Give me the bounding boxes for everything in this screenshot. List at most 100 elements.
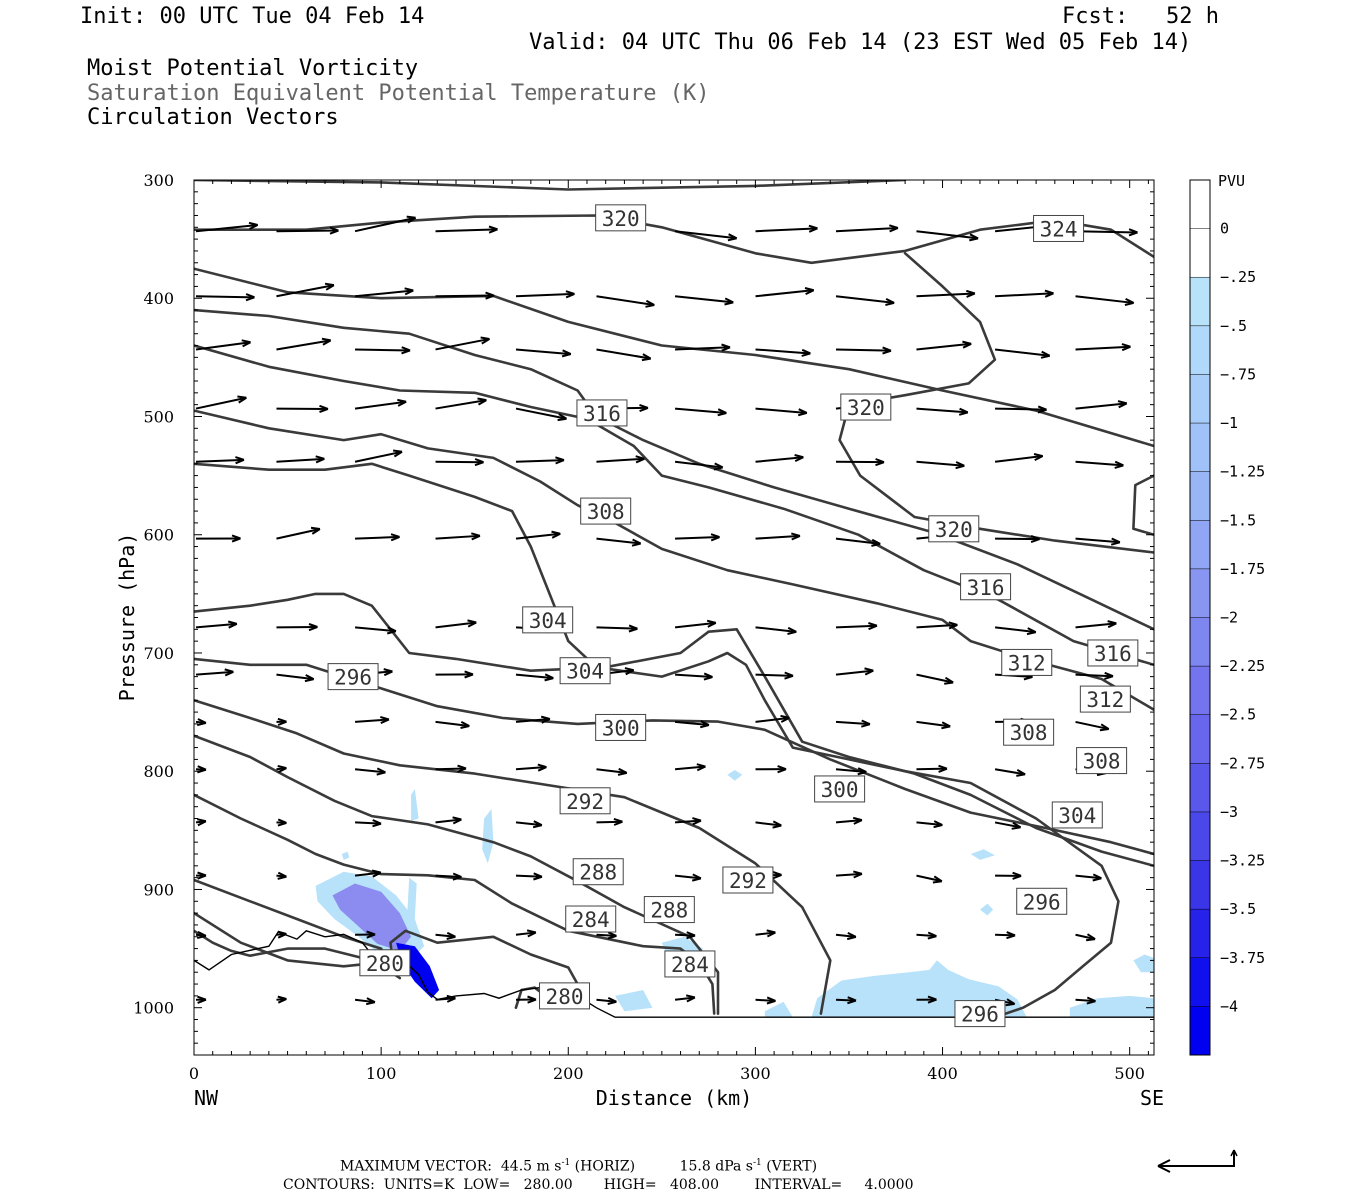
vector-arrow bbox=[674, 295, 734, 304]
pv-area bbox=[1069, 995, 1154, 1018]
contour-label-box bbox=[576, 399, 628, 427]
theta-contour bbox=[194, 929, 387, 976]
contour-label: 300 bbox=[602, 716, 640, 740]
vector-arrow bbox=[674, 230, 737, 240]
vector-arrow-head bbox=[390, 533, 400, 542]
vector-arrow-head bbox=[846, 932, 857, 941]
theta-contour bbox=[194, 699, 832, 1015]
vector-arrow-head bbox=[766, 996, 776, 1005]
theta-contour bbox=[194, 267, 1154, 448]
colorbar-swatch bbox=[1190, 666, 1210, 716]
vector-arrow bbox=[435, 399, 487, 410]
x-end-label-se: SE bbox=[1140, 1086, 1164, 1110]
vector-arrow bbox=[916, 623, 958, 629]
x-tick-label: 400 bbox=[927, 1064, 958, 1083]
contour-label-box bbox=[960, 573, 1012, 601]
contour-info: CONTOURS: UNITS=K LOW= 280.00 HIGH= 408.… bbox=[283, 1177, 914, 1193]
valid-time: Valid: 04 UTC Thu 06 Feb 14 (23 EST Wed … bbox=[529, 30, 1192, 55]
vector-arrow-head bbox=[386, 626, 397, 635]
vector-arrow-head bbox=[401, 346, 411, 355]
vector-arrow-head bbox=[962, 340, 972, 349]
vector-arrow-head bbox=[392, 449, 403, 458]
vector-arrow bbox=[596, 626, 638, 630]
vector-arrow bbox=[916, 230, 979, 240]
vector-arrow-head bbox=[1099, 723, 1110, 732]
vector-arrow bbox=[195, 396, 247, 410]
vector-arrow-head bbox=[804, 287, 815, 295]
vector-arrow-head bbox=[315, 455, 325, 464]
plot-frame bbox=[193, 179, 1155, 1056]
vector-arrow bbox=[916, 874, 943, 883]
y-tick-label: 1000 bbox=[133, 999, 174, 1018]
field-title-vectors: Circulation Vectors bbox=[87, 105, 339, 130]
colorbar-label: −2 bbox=[1220, 609, 1238, 627]
vector-arrow bbox=[916, 933, 937, 938]
vector-arrow-head bbox=[480, 336, 491, 345]
vector-arrow bbox=[916, 292, 975, 298]
y-tick-label: 300 bbox=[143, 171, 174, 190]
vector-arrow bbox=[515, 821, 542, 827]
vector-arrow-head bbox=[1037, 405, 1047, 414]
contour-label-box bbox=[1076, 747, 1128, 775]
vector-arrow-head bbox=[533, 872, 543, 881]
vector-arrow-head bbox=[696, 763, 706, 772]
vector-arrow bbox=[994, 626, 1036, 634]
vector-arrow-head bbox=[324, 282, 335, 291]
colorbar-swatch bbox=[1190, 714, 1210, 764]
vector-arrow-head bbox=[196, 818, 207, 827]
vector-arrow bbox=[835, 226, 898, 233]
vector-arrow bbox=[916, 720, 951, 728]
contour-label-box bbox=[1016, 887, 1068, 915]
vector-arrow-head bbox=[227, 620, 238, 629]
vector-arrow bbox=[596, 768, 627, 774]
vector-arrow-head bbox=[727, 233, 738, 242]
contour-label: 316 bbox=[967, 576, 1005, 600]
vector-arrow-head bbox=[277, 930, 287, 939]
vector-arrow bbox=[515, 292, 575, 298]
vector-arrow-head bbox=[383, 668, 393, 677]
vector-arrow-head bbox=[196, 718, 207, 727]
vector-arrow-head bbox=[717, 408, 727, 417]
colorbar-swatch bbox=[1190, 617, 1210, 667]
vector-arrow bbox=[674, 673, 713, 679]
vector-arrow bbox=[674, 720, 710, 727]
pv-area bbox=[411, 789, 419, 821]
vector-arrow-head bbox=[772, 820, 782, 829]
vector-arrow-head bbox=[540, 715, 551, 724]
vector-arrow-head bbox=[551, 530, 561, 539]
colorbar: 0 −.25 −.5 −.75 −1 −1.25 −1.5 −1.75 −2 −2.25 −2.5 −… bbox=[1189, 172, 1265, 1056]
pv-area bbox=[407, 877, 417, 919]
colorbar-label: −.5 bbox=[1220, 317, 1247, 335]
vector-arrow-head bbox=[397, 398, 407, 407]
contour-label-box bbox=[559, 657, 611, 685]
contour-label: 296 bbox=[961, 1003, 999, 1027]
vector-arrow-head bbox=[699, 720, 710, 729]
colorbar-swatch bbox=[1190, 423, 1210, 473]
vector-arrow-head bbox=[692, 817, 702, 826]
vector-arrow-head bbox=[607, 931, 617, 940]
vector-arrow bbox=[435, 621, 477, 629]
theta-contour bbox=[1132, 474, 1154, 536]
contour-label-box bbox=[359, 949, 411, 977]
vector-arrow bbox=[435, 228, 498, 233]
colorbar-label: −1.75 bbox=[1220, 560, 1265, 578]
vector-arrow-head bbox=[624, 667, 635, 676]
vector-arrow bbox=[435, 933, 456, 938]
vector-arrow bbox=[994, 348, 1050, 357]
vector-arrow-head bbox=[557, 413, 568, 422]
vector-arrow-head bbox=[784, 671, 794, 680]
vector-arrow bbox=[674, 765, 706, 771]
contour-label: 296 bbox=[1023, 890, 1061, 914]
vector-arrow bbox=[596, 933, 617, 937]
vector-arrow-head bbox=[1011, 821, 1022, 830]
vector-arrow-head bbox=[1026, 627, 1037, 636]
vector-arrow-head bbox=[766, 929, 776, 938]
vector-arrow bbox=[354, 626, 396, 633]
vector-arrow-head bbox=[277, 717, 287, 726]
pv-area bbox=[1133, 954, 1154, 973]
vector-arrow-head bbox=[537, 763, 547, 772]
vector-arrow bbox=[675, 346, 731, 351]
vector-arrow-head bbox=[966, 289, 976, 298]
vector-arrow-head bbox=[1006, 931, 1016, 940]
vector-arrow-head bbox=[464, 670, 474, 679]
